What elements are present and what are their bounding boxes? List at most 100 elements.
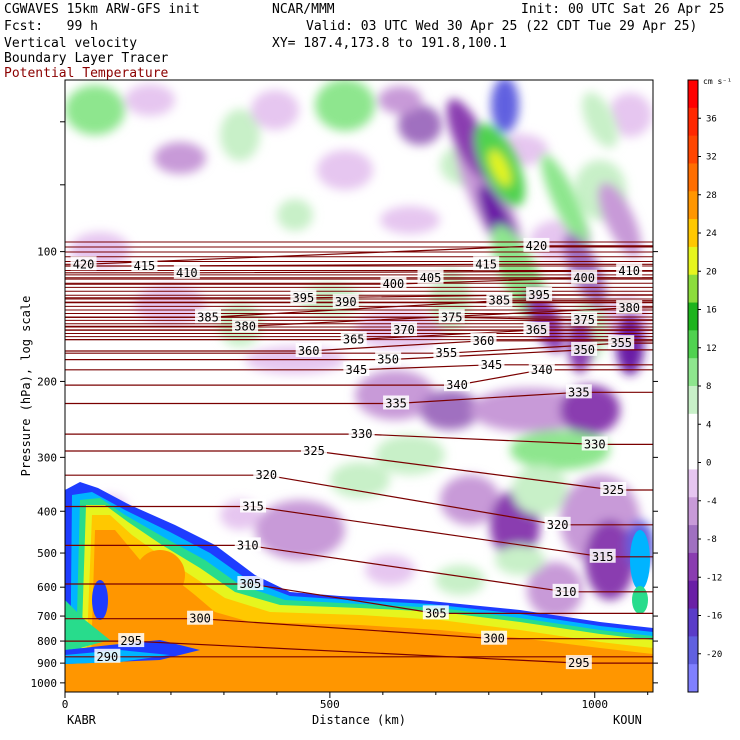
theta-label-bg <box>571 311 598 326</box>
shaded-fields: 420 415 410 395 390 385 380 400 405 415 420 385 395 4… <box>65 80 653 692</box>
theta-label: 400 <box>383 277 405 291</box>
x-tick-label: 500 <box>320 698 340 711</box>
y-tick-label: 700 <box>37 610 57 623</box>
colorbar-label: -4 <box>706 497 717 507</box>
theta-label-bg <box>195 309 222 324</box>
theta-label-bg <box>131 258 158 273</box>
y-tick-label: 900 <box>37 657 57 670</box>
theta-label-bg <box>234 537 261 552</box>
colorbar-label: 4 <box>706 420 711 430</box>
x-endpoint-right: KOUN <box>613 713 642 727</box>
theta-contour-360 <box>65 340 653 352</box>
y-axis: 100 200 300 400 500 600 700 800 900 1000 <box>31 121 658 690</box>
theta-contour-350 <box>65 349 653 361</box>
theta-label-bg <box>422 605 449 620</box>
field-vertical-velocity: Vertical velocity <box>4 36 138 51</box>
theta-label-bg <box>565 384 592 399</box>
theta-label: 405 <box>420 271 442 285</box>
colorbar-swatch <box>688 441 698 470</box>
theta-label-bg <box>340 331 367 346</box>
theta-label: 395 <box>293 291 315 305</box>
colorbar-swatch <box>688 135 698 164</box>
theta-label: 335 <box>568 385 590 399</box>
theta-label-bg <box>616 299 643 314</box>
theta-contour-310 <box>65 544 653 593</box>
plot-frame <box>64 79 654 693</box>
theta-contour-320 <box>65 474 653 526</box>
theta-label-bg <box>295 342 322 357</box>
theta-label: 310 <box>555 585 577 599</box>
theta-label: 410 <box>176 266 198 280</box>
colorbar-swatch <box>688 330 698 359</box>
theta-label-bg <box>473 256 500 271</box>
theta-label-bg <box>348 426 375 441</box>
colorbar-swatch <box>688 246 698 276</box>
theta-label: 300 <box>483 632 505 646</box>
colorbar-label: -20 <box>706 650 722 660</box>
theta-label-bg <box>391 322 418 337</box>
model-title: CGWAVES 15km ARW-GFS init <box>4 2 200 17</box>
theta-label: 395 <box>528 288 550 302</box>
theta-label-bg <box>544 516 571 531</box>
theta-label: 325 <box>303 444 325 458</box>
theta-label: 305 <box>240 577 262 591</box>
forecast-hour: Fcst: 99 h <box>4 19 98 34</box>
theta-label: 365 <box>526 323 548 337</box>
theta-label-bg <box>523 237 550 252</box>
colorbar-swatch <box>688 107 698 137</box>
theta-label: 310 <box>237 538 259 552</box>
theta-label: 350 <box>377 353 399 367</box>
x-axis: 0 500 1000 <box>62 692 649 711</box>
theta-label-bg <box>589 548 616 563</box>
theta-label-bg <box>616 263 643 278</box>
colorbar-swatch <box>688 469 698 498</box>
colorbar-label: 0 <box>706 459 711 469</box>
theta-label-bg <box>571 269 598 284</box>
theta-contour-325 <box>65 450 653 491</box>
theta-label-bg <box>380 276 407 291</box>
colorbar-unit: cm s⁻¹ <box>703 77 732 86</box>
colorbar-label: -8 <box>706 535 717 545</box>
y-tick-label: 400 <box>37 505 57 518</box>
theta-label: 385 <box>197 310 219 324</box>
x-tick-label: 1000 <box>581 698 608 711</box>
init-time: Init: 00 UTC Sat 26 Apr 25 <box>521 2 725 17</box>
colorbar-label: 12 <box>706 344 717 354</box>
valid-time: Valid: 03 UTC Wed 30 Apr 25 (22 CDT Tue … <box>306 19 698 34</box>
colorbar-swatch <box>688 636 698 665</box>
theta-label-bg <box>571 341 598 356</box>
theta-label-bg <box>523 322 550 337</box>
colorbar-swatch <box>688 664 698 693</box>
colorbar-label: -16 <box>706 612 722 622</box>
y-tick-label: 500 <box>37 547 57 560</box>
colorbar-label: 28 <box>706 191 717 201</box>
theta-contour-295 <box>65 640 653 664</box>
theta-label: 325 <box>602 483 624 497</box>
theta-label-bg <box>608 335 635 350</box>
colorbar-label: -12 <box>706 573 722 583</box>
colorbar-label: 20 <box>706 267 717 277</box>
theta-label-bg <box>433 345 460 360</box>
theta-contour-305 <box>65 583 653 614</box>
theta-label-bg <box>438 309 465 324</box>
theta-label: 380 <box>234 319 256 333</box>
theta-label-bg <box>600 481 627 496</box>
theta-label: 335 <box>385 396 407 410</box>
cross-section-xy: XY= 187.4,173.8 to 191.8,100.1 <box>272 36 507 51</box>
theta-label: 415 <box>134 259 156 273</box>
theta-contour-345 <box>65 364 653 371</box>
theta-label-bg <box>481 630 508 645</box>
colorbar-swatch <box>688 580 698 610</box>
theta-label: 330 <box>351 427 373 441</box>
theta-label-bg <box>444 377 470 392</box>
theta-label-bg <box>552 583 579 598</box>
theta-label-bg <box>343 361 370 376</box>
colorbar-swatch <box>688 497 698 526</box>
colorbar-label: 8 <box>706 382 711 392</box>
theta-label: 340 <box>531 363 553 377</box>
colorbar-swatch <box>688 525 698 554</box>
theta-label: 375 <box>573 313 595 327</box>
theta-label: 390 <box>335 295 357 309</box>
theta-label: 365 <box>343 333 365 347</box>
